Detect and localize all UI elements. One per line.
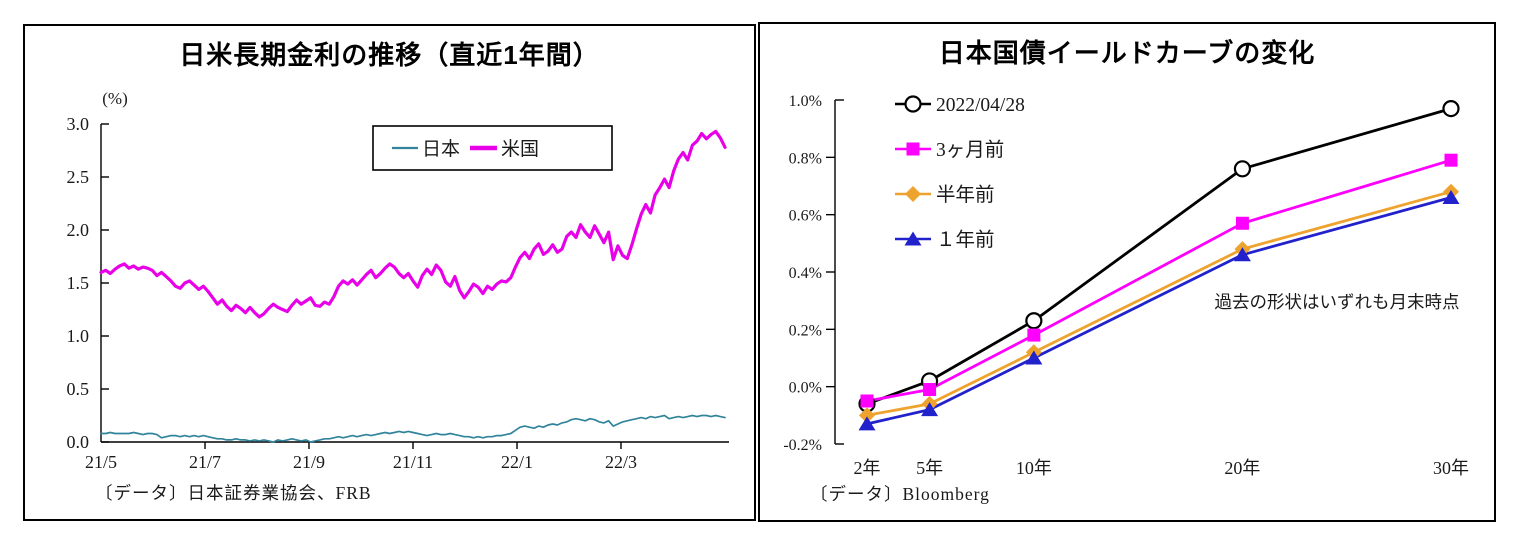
marker-2022/04/28 [1442, 99, 1460, 118]
chart-annotation: 過去の形状はいずれも月末時点 [1215, 292, 1460, 312]
marker-2022/04/28 [1025, 312, 1043, 330]
series-line-米国 [99, 129, 727, 319]
marker-１年前 [1233, 247, 1251, 262]
right-chart-source: 〔データ〕Bloomberg [810, 484, 990, 504]
marker-2022/04/28 [1233, 160, 1252, 178]
legend-marker-3ヶ月前 [906, 142, 920, 156]
y-tick-label: 0.8% [789, 150, 822, 167]
marker-3ヶ月前 [1027, 328, 1041, 342]
x-tick-label: 21/9 [293, 452, 325, 472]
y-tick-label: -0.2% [783, 437, 822, 454]
right-chart-title: 日本国債イールドカーブの変化 [938, 38, 1316, 68]
legend-label-１年前: １年前 [936, 229, 995, 251]
y-tick-label: 1.0% [789, 93, 822, 110]
left-chart-title: 日米長期金利の推移（直近1年間） [179, 40, 600, 70]
marker-3ヶ月前 [923, 383, 937, 397]
y-tick-label: 0.5 [67, 379, 90, 399]
legend-label-半年前: 半年前 [936, 184, 995, 206]
jp-us-rate-chart: (%) 0.0 0.5 1.0 1.5 2.0 2.5 3.0 21/5 21/7 21/9 21/1… [67, 89, 729, 472]
jgb-yield-curve-panel: 日本国債イールドカーブの変化 -0.2% 0.0% 0.2% 0.4% 0.6% 0.8%… [758, 22, 1496, 522]
marker-3ヶ月前 [1444, 153, 1458, 167]
x-tick-label: 21/7 [189, 452, 221, 472]
x-tick-label: 5年 [916, 458, 943, 478]
legend-marker-半年前 [905, 186, 921, 202]
y-tick-label: 1.5 [67, 273, 90, 293]
x-tick-label: 21/5 [85, 452, 117, 472]
y-tick-label: 0.4% [789, 265, 822, 282]
legend-marker-１年前 [904, 231, 922, 246]
y-tick-label: 2.5 [67, 167, 90, 187]
y-tick-label: 2.0 [67, 220, 90, 240]
y-tick-label: 0.0 [67, 432, 90, 452]
y-tick-label: 0.0% [789, 380, 822, 397]
series-line-日本 [100, 414, 726, 443]
marker-１年前 [1442, 189, 1460, 204]
jgb-yield-curve-chart: -0.2% 0.0% 0.2% 0.4% 0.6% 0.8% 1.0% 2年 5年 10年 20年 3… [783, 93, 1469, 478]
y-tick-label: 3.0 [67, 114, 90, 134]
y-tick-label: 1.0 [67, 326, 90, 346]
x-tick-label: 20年 [1224, 458, 1260, 478]
x-tick-label: 10年 [1016, 458, 1052, 478]
y-tick-label: 0.6% [789, 208, 822, 225]
marker-１年前 [921, 402, 939, 417]
marker-3ヶ月前 [1235, 216, 1249, 230]
marker-１年前 [858, 416, 876, 431]
jp-us-rate-panel: 日米長期金利の推移（直近1年間） (%) 0.0 0.5 1.0 1.5 2.0 2.5 3.… [23, 24, 756, 521]
x-tick-label: 30年 [1433, 458, 1469, 478]
y-axis-unit-label: (%) [102, 89, 127, 108]
marker-3ヶ月前 [860, 394, 874, 408]
legend-label-2022/04/28: 2022/04/28 [936, 95, 1025, 116]
left-chart-source: 〔データ〕日本証券業協会、FRB [95, 483, 372, 503]
x-tick-label: 2年 [854, 458, 881, 478]
y-tick-label: 0.2% [789, 322, 822, 339]
marker-半年前 [859, 407, 875, 424]
legend-marker-2022/04/28 [904, 95, 922, 113]
legend-label-3ヶ月前: 3ヶ月前 [936, 139, 1004, 161]
legend-label-japan: 日本 [422, 138, 460, 160]
x-tick-label: 21/11 [393, 452, 433, 472]
legend-label-us: 米国 [501, 138, 539, 160]
marker-１年前 [1025, 350, 1043, 365]
x-tick-label: 22/1 [501, 452, 533, 472]
x-tick-label: 22/3 [605, 452, 637, 472]
